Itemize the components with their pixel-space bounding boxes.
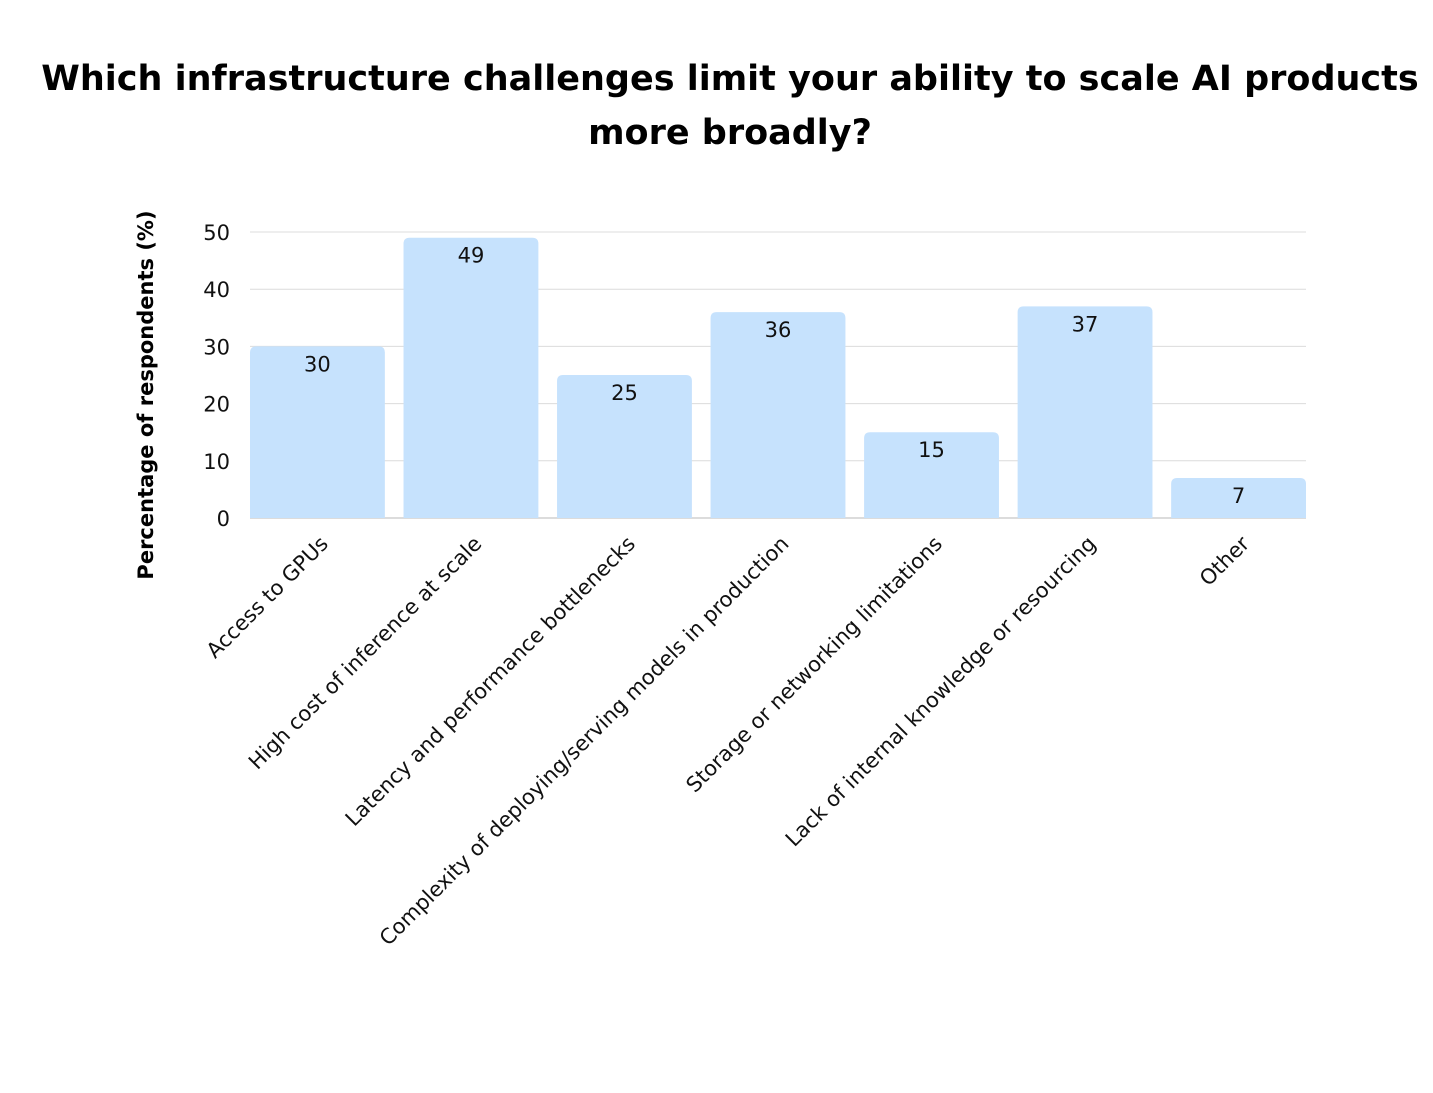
bar — [250, 346, 385, 518]
y-tick-label: 50 — [203, 221, 230, 245]
data-label: 37 — [1072, 312, 1099, 336]
y-tick-label: 20 — [203, 393, 230, 417]
x-tick-label: Lack of internal knowledge or resourcing — [781, 532, 1101, 852]
x-tick-label: Other — [1195, 531, 1254, 590]
data-label: 7 — [1232, 484, 1245, 508]
x-tick-label: Storage or networking limitations — [681, 532, 947, 798]
data-label: 36 — [765, 318, 792, 342]
bar — [557, 375, 692, 518]
data-label: 30 — [304, 352, 331, 376]
y-tick-label: 40 — [203, 278, 230, 302]
y-tick-label: 10 — [203, 450, 230, 474]
bar — [1017, 306, 1153, 518]
chart-title: Which infrastructure challenges limit yo… — [41, 59, 1419, 153]
bar — [403, 237, 539, 518]
y-tick-label: 0 — [217, 507, 230, 531]
x-tick-label: Latency and performance bottlenecks — [341, 532, 640, 831]
bar — [864, 432, 999, 518]
y-tick-label: 30 — [203, 335, 230, 359]
x-tick-label: Access to GPUs — [202, 532, 333, 663]
data-label: 25 — [611, 381, 638, 405]
bar — [1171, 477, 1306, 518]
data-label: 49 — [458, 244, 485, 268]
y-axis-label: Percentage of respondents (%) — [134, 210, 158, 579]
data-label: 15 — [918, 438, 945, 462]
bar — [710, 312, 846, 518]
